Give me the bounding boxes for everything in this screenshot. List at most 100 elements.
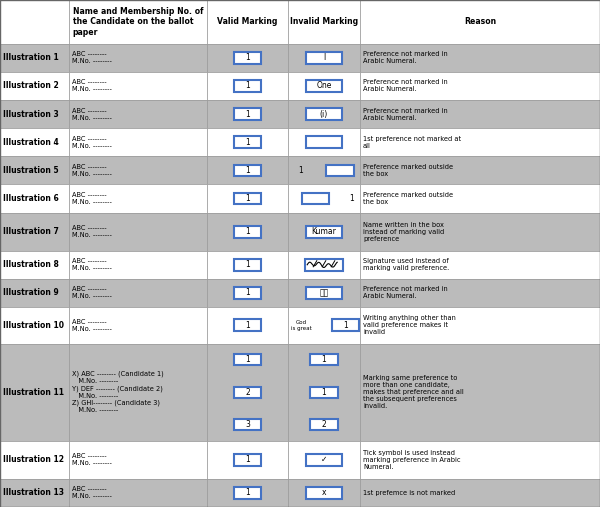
Bar: [306, 454, 342, 465]
Bar: [207, 279, 288, 307]
Bar: [288, 344, 360, 441]
Text: 1: 1: [299, 166, 304, 175]
Bar: [69, 156, 207, 185]
Bar: [306, 287, 342, 299]
Bar: [306, 226, 342, 237]
Bar: [310, 419, 338, 430]
Text: God
is great: God is great: [291, 320, 312, 331]
Text: Preference not marked in
Arabic Numeral.: Preference not marked in Arabic Numeral.: [363, 80, 448, 92]
Text: Signature used instead of
marking valid preference.: Signature used instead of marking valid …: [363, 258, 449, 271]
Bar: [0, 44, 69, 72]
Text: Illustration 1: Illustration 1: [3, 53, 59, 62]
Bar: [0, 307, 69, 344]
Bar: [332, 319, 359, 331]
Bar: [0, 212, 69, 250]
Text: Illustration 3: Illustration 3: [3, 110, 59, 119]
Bar: [288, 100, 360, 128]
Text: (i): (i): [320, 110, 328, 119]
Bar: [234, 319, 261, 331]
Text: 1: 1: [245, 488, 250, 497]
Text: 1: 1: [245, 166, 250, 175]
Bar: [69, 344, 207, 441]
Text: Illustration 10: Illustration 10: [3, 321, 64, 330]
Bar: [234, 136, 261, 148]
Text: ABC --------
M.No. --------: ABC -------- M.No. --------: [72, 486, 112, 499]
Bar: [207, 344, 288, 441]
Bar: [234, 354, 261, 366]
Text: ABC --------
M.No. --------: ABC -------- M.No. --------: [72, 225, 112, 238]
Text: Valid Marking: Valid Marking: [217, 17, 278, 26]
Bar: [207, 185, 288, 212]
Text: 1: 1: [245, 53, 250, 62]
Text: 1: 1: [245, 321, 250, 330]
Bar: [0, 441, 69, 479]
Text: Invalid Marking: Invalid Marking: [290, 17, 358, 26]
Bar: [234, 165, 261, 176]
Text: Preference not marked in
Arabic Numeral.: Preference not marked in Arabic Numeral.: [363, 286, 448, 300]
Text: Illustration 2: Illustration 2: [3, 82, 59, 90]
Bar: [69, 185, 207, 212]
Text: ABC --------
M.No. --------: ABC -------- M.No. --------: [72, 453, 112, 466]
Text: x: x: [322, 488, 326, 497]
Bar: [69, 479, 207, 507]
Bar: [360, 441, 600, 479]
Text: Preference not marked in
Arabic Numeral.: Preference not marked in Arabic Numeral.: [363, 51, 448, 64]
Text: ✓: ✓: [321, 455, 327, 464]
Text: Illustration 7: Illustration 7: [3, 227, 59, 236]
Bar: [234, 226, 261, 237]
Bar: [288, 0, 360, 44]
Bar: [234, 108, 261, 120]
Bar: [288, 128, 360, 156]
Text: 1: 1: [245, 194, 250, 203]
Bar: [69, 44, 207, 72]
Text: ABC --------
M.No. --------: ABC -------- M.No. --------: [72, 319, 112, 332]
Text: Kumar: Kumar: [311, 227, 337, 236]
Bar: [234, 487, 261, 499]
Text: Name written in the box
instead of marking valid
preference: Name written in the box instead of marki…: [363, 222, 444, 242]
Text: ABC --------
M.No. --------: ABC -------- M.No. --------: [72, 286, 112, 300]
Text: 1: 1: [245, 355, 250, 365]
Bar: [234, 193, 261, 204]
Bar: [310, 354, 338, 366]
Text: 1: 1: [245, 82, 250, 90]
Bar: [360, 250, 600, 279]
Bar: [310, 387, 338, 398]
Text: I: I: [323, 53, 325, 62]
Text: ABC --------
M.No. --------: ABC -------- M.No. --------: [72, 107, 112, 121]
Bar: [69, 212, 207, 250]
Bar: [360, 100, 600, 128]
Text: Preference marked outside
the box: Preference marked outside the box: [363, 164, 453, 177]
Bar: [288, 185, 360, 212]
Bar: [234, 387, 261, 398]
Bar: [306, 136, 342, 148]
Bar: [360, 212, 600, 250]
Text: 1: 1: [245, 138, 250, 147]
Bar: [207, 479, 288, 507]
Text: One: One: [316, 82, 332, 90]
Bar: [207, 44, 288, 72]
Text: 1: 1: [322, 355, 326, 365]
Text: Illustration 6: Illustration 6: [3, 194, 59, 203]
Text: Preference not marked in
Arabic Numeral.: Preference not marked in Arabic Numeral.: [363, 107, 448, 121]
Bar: [0, 0, 69, 44]
Text: 1: 1: [322, 388, 326, 396]
Bar: [360, 128, 600, 156]
Text: 3: 3: [245, 420, 250, 429]
Text: Illustration 12: Illustration 12: [3, 455, 64, 464]
Bar: [69, 441, 207, 479]
Bar: [69, 307, 207, 344]
Bar: [207, 307, 288, 344]
Bar: [0, 156, 69, 185]
Text: Marking same preference to
more than one candidate,
makes that preference and al: Marking same preference to more than one…: [363, 375, 464, 409]
Text: एक: एक: [319, 288, 329, 298]
Text: Illustration 13: Illustration 13: [3, 488, 64, 497]
Text: ABC --------
M.No. --------: ABC -------- M.No. --------: [72, 51, 112, 64]
Bar: [360, 307, 600, 344]
Text: Illustration 8: Illustration 8: [3, 260, 59, 269]
Bar: [288, 307, 360, 344]
Text: Illustration 5: Illustration 5: [3, 166, 59, 175]
Bar: [234, 80, 261, 92]
Text: ABC --------
M.No. --------: ABC -------- M.No. --------: [72, 164, 112, 177]
Bar: [0, 100, 69, 128]
Bar: [207, 441, 288, 479]
